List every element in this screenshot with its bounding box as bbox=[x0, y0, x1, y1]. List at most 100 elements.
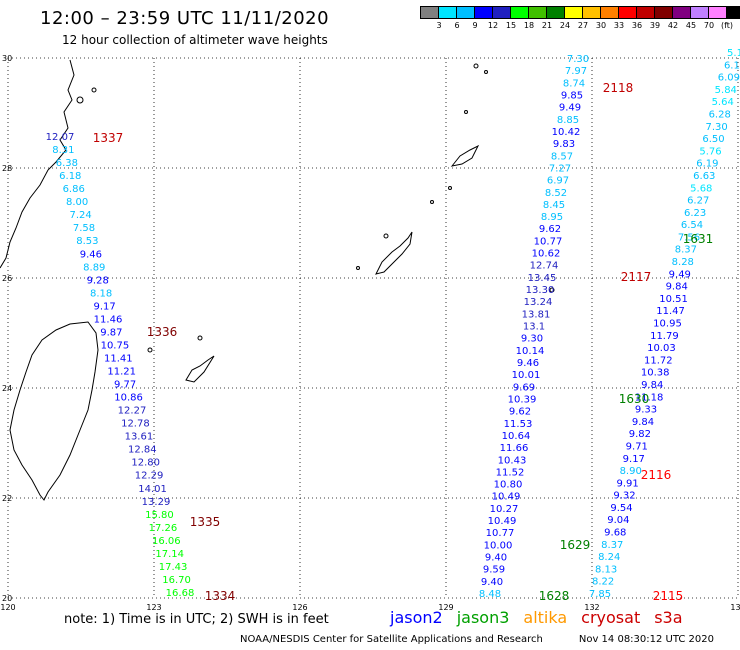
wave-height-value: 6.63 bbox=[693, 171, 715, 182]
legend-entry: cryosat bbox=[581, 608, 641, 627]
wave-height-value: 6.38 bbox=[56, 158, 78, 169]
legend-entry: jason3 bbox=[456, 608, 510, 627]
wave-height-value: 16.70 bbox=[162, 575, 191, 586]
island bbox=[549, 287, 555, 293]
pass-number-label: 1628 bbox=[539, 589, 570, 603]
wave-height-value: 9.46 bbox=[80, 249, 102, 260]
pass-number-label: 1631 bbox=[683, 232, 714, 246]
wave-height-value: 9.49 bbox=[559, 103, 581, 114]
color-scale-label: 9 bbox=[472, 21, 478, 30]
latitude-label: 24 bbox=[2, 384, 12, 393]
wave-height-value: 6.54 bbox=[681, 220, 703, 231]
wave-height-value: 16.06 bbox=[152, 536, 181, 547]
wave-height-value: 16.68 bbox=[166, 588, 195, 599]
wave-height-value: 12.78 bbox=[121, 419, 150, 430]
color-scale-label: (ft) bbox=[720, 21, 734, 30]
wave-height-value: 9.84 bbox=[641, 380, 663, 391]
wave-height-value: 8.53 bbox=[76, 236, 98, 247]
wave-height-value: 9.87 bbox=[100, 327, 122, 338]
wave-height-value: 11.46 bbox=[94, 314, 123, 325]
color-scale-label: 39 bbox=[649, 21, 661, 30]
wave-height-value: 10.43 bbox=[498, 455, 527, 466]
wave-height-value: 9.82 bbox=[629, 429, 651, 440]
wave-height-value: 6.1 bbox=[724, 60, 740, 71]
satellite-legend: jason2 jason3 altika cryosat s3a bbox=[390, 608, 697, 627]
island bbox=[356, 266, 360, 270]
island bbox=[430, 200, 434, 204]
wave-height-value: 7.58 bbox=[73, 223, 95, 234]
wave-height-value: 11.66 bbox=[500, 443, 529, 454]
pass-number-label: 1629 bbox=[560, 538, 591, 552]
wave-height-value: 8.48 bbox=[479, 589, 501, 600]
legend-entry: altika bbox=[523, 608, 568, 627]
color-scale-bar bbox=[420, 6, 740, 19]
wave-height-value: 15.80 bbox=[145, 510, 174, 521]
longitude-label: 129 bbox=[438, 603, 453, 612]
pass-number-label: 2116 bbox=[641, 468, 672, 482]
island bbox=[484, 70, 488, 74]
color-scale-label: 30 bbox=[595, 21, 607, 30]
pass-number-label: 1630 bbox=[619, 392, 650, 406]
wave-height-value: 8.37 bbox=[675, 245, 697, 256]
island bbox=[185, 355, 215, 383]
wave-height-value: 9.46 bbox=[517, 358, 539, 369]
latitude-label: 20 bbox=[2, 594, 12, 603]
wave-height-value: 10.00 bbox=[484, 540, 513, 551]
wave-height-value: 5.64 bbox=[712, 97, 734, 108]
wave-height-value: 7.85 bbox=[589, 589, 611, 600]
wave-height-value: 9.83 bbox=[553, 139, 575, 150]
organization-credit: NOAA/NESDIS Center for Satellite Applica… bbox=[240, 634, 543, 645]
longitude-label: 132 bbox=[584, 603, 599, 612]
wave-height-value: 12.27 bbox=[118, 406, 147, 417]
wave-height-value: 6.86 bbox=[63, 184, 85, 195]
wave-height-value: 8.45 bbox=[543, 200, 565, 211]
wave-height-value: 10.38 bbox=[641, 368, 670, 379]
wave-height-value: 6.09 bbox=[718, 73, 740, 84]
wave-height-value: 9.85 bbox=[561, 91, 583, 102]
wave-height-value: 11.18 bbox=[635, 392, 664, 403]
wave-height-value: 10.42 bbox=[552, 127, 581, 138]
wave-height-value: 9.68 bbox=[604, 528, 626, 539]
wave-height-value: 17.14 bbox=[155, 549, 184, 560]
latitude-label: 28 bbox=[2, 164, 12, 173]
wave-height-value: 11.41 bbox=[104, 354, 133, 365]
color-scale-label: 27 bbox=[577, 21, 589, 30]
wave-height-value: 9.84 bbox=[666, 282, 688, 293]
wave-height-value: 9.40 bbox=[481, 577, 503, 588]
longitude-label: 135 bbox=[730, 603, 740, 612]
wave-height-value: 10.75 bbox=[101, 341, 130, 352]
color-scale-label: 15 bbox=[505, 21, 517, 30]
wave-height-value: 14.01 bbox=[138, 484, 167, 495]
color-scale-label: 6 bbox=[454, 21, 460, 30]
color-scale-label: 21 bbox=[541, 21, 553, 30]
wave-height-value: 9.04 bbox=[607, 515, 629, 526]
wave-height-value: 6.19 bbox=[696, 159, 718, 170]
wave-height-value: 10.95 bbox=[653, 319, 682, 330]
wave-height-value: 11.79 bbox=[650, 331, 679, 342]
wave-height-value: 6.50 bbox=[702, 134, 724, 145]
wave-height-value: 8.85 bbox=[557, 115, 579, 126]
pass-labels: 1337 2118 2117 1336 1335 1334 1631 1630 1629 1628… bbox=[93, 81, 714, 603]
island bbox=[448, 186, 452, 190]
wave-height-value: 10.01 bbox=[512, 370, 541, 381]
latitude-label: 26 bbox=[2, 274, 12, 283]
wave-height-value: 5.1 bbox=[727, 48, 740, 59]
wave-height-value: 10.77 bbox=[534, 236, 563, 247]
wave-height-value: 9.91 bbox=[616, 478, 638, 489]
wave-height-value: 10.51 bbox=[659, 294, 688, 305]
wave-height-value: 9.59 bbox=[483, 565, 505, 576]
coastline bbox=[0, 59, 555, 501]
wave-height-value: 8.22 bbox=[592, 577, 614, 588]
island bbox=[91, 87, 97, 93]
wave-height-value: 6.97 bbox=[547, 176, 569, 187]
map-title: 12:00 – 23:59 UTC 11/11/2020 bbox=[40, 8, 330, 29]
wave-height-value: 7.24 bbox=[69, 210, 91, 221]
wave-height-value: 13.24 bbox=[524, 297, 553, 308]
map-subtitle: 12 hour collection of altimeter wave hei… bbox=[62, 33, 328, 47]
longitude-label: 126 bbox=[292, 603, 307, 612]
wave-height-value: 13.61 bbox=[125, 432, 154, 443]
island bbox=[473, 63, 479, 69]
wave-height-value: 11.21 bbox=[107, 367, 136, 378]
